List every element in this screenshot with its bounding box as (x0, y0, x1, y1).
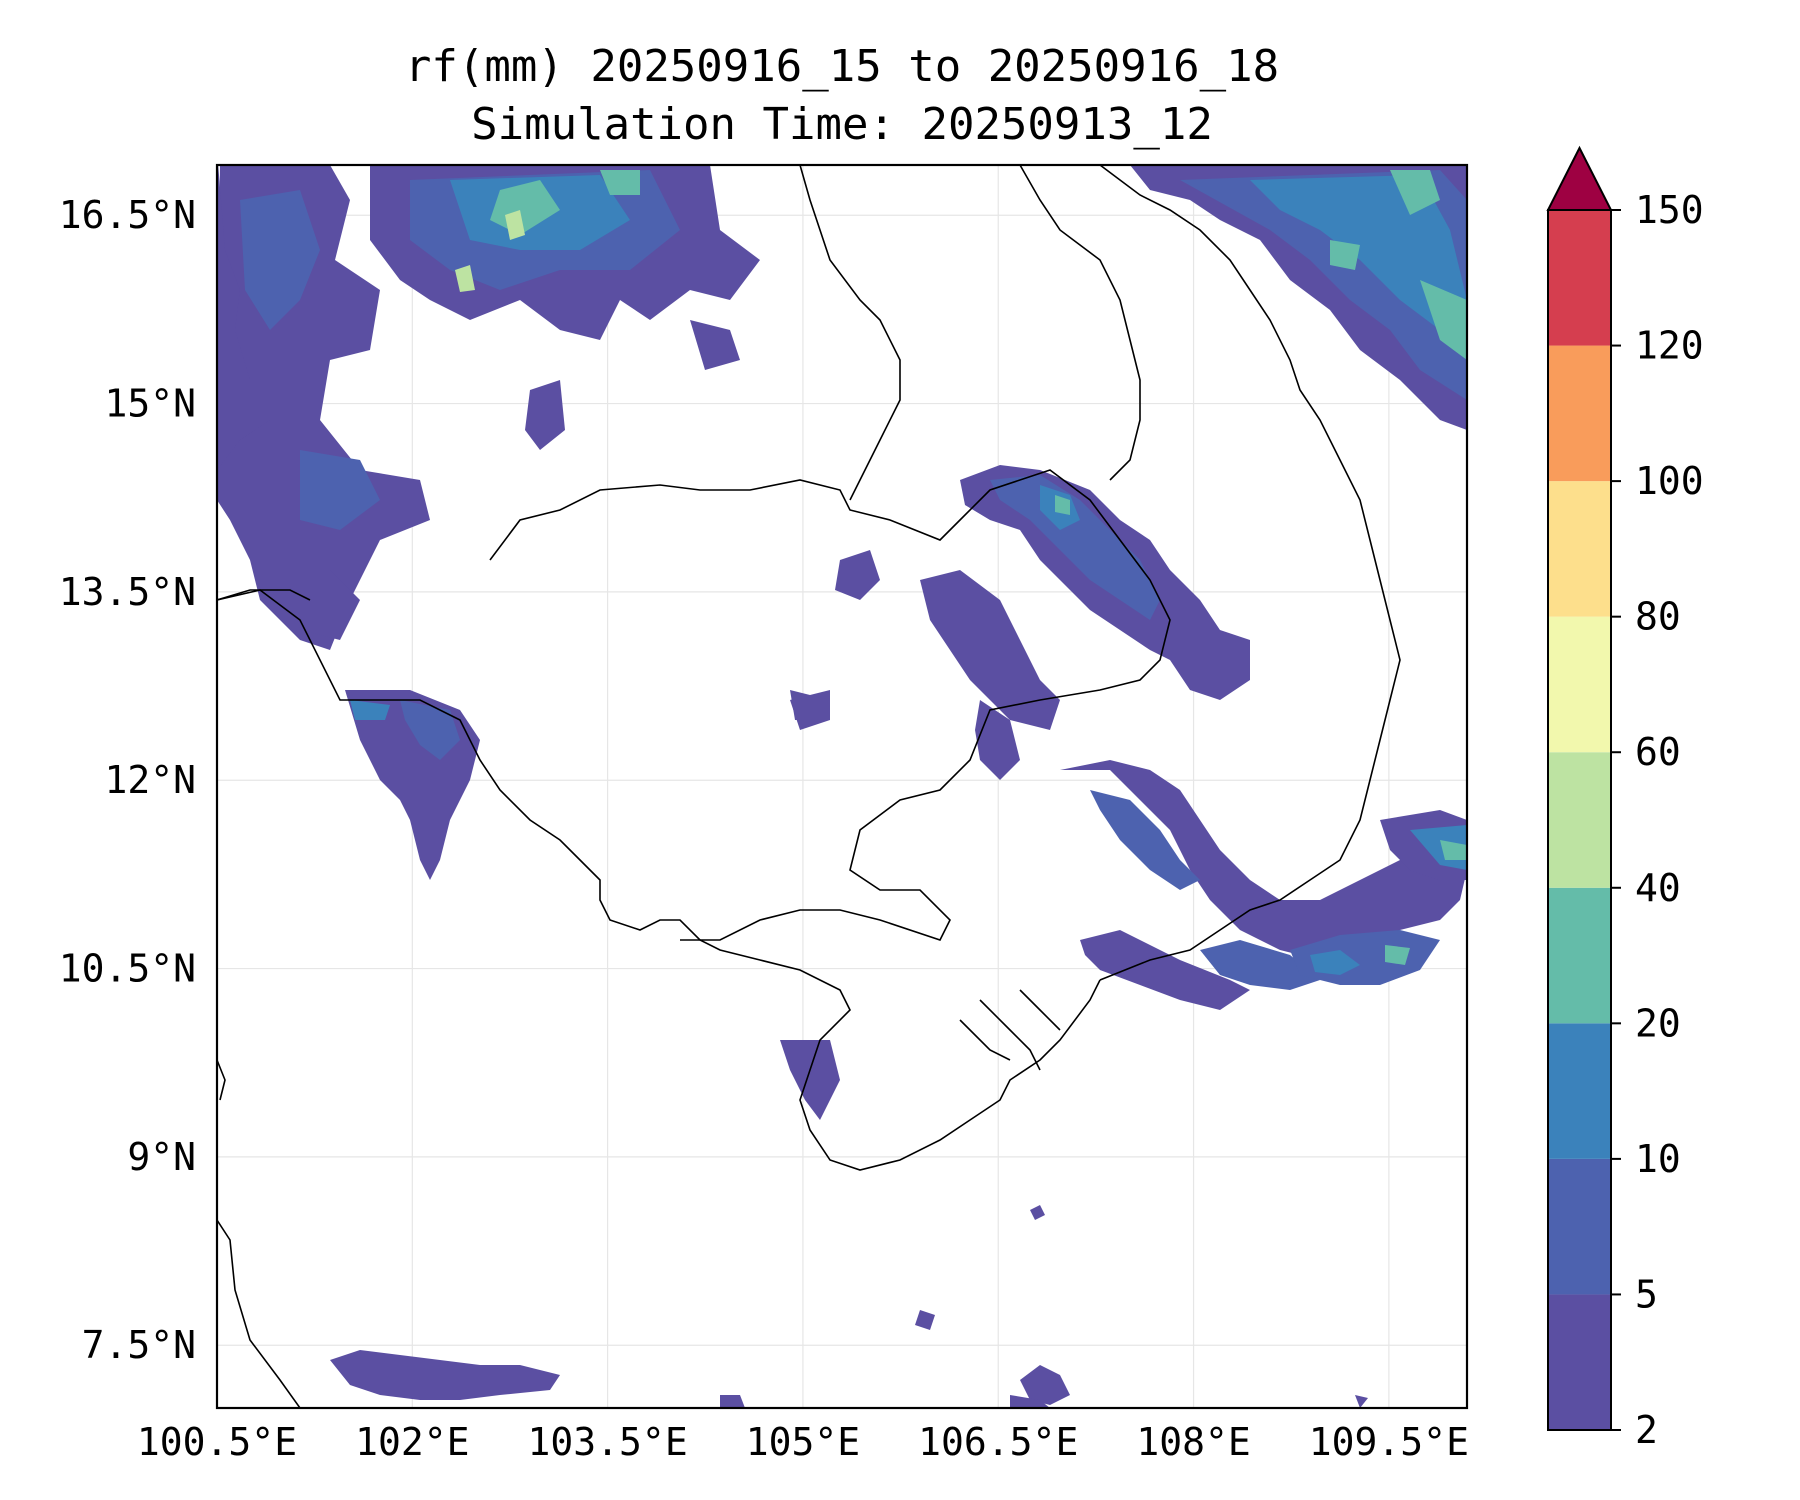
rain-area-central-band (790, 465, 1250, 780)
title-line-2: Simulation Time: 20250913_12 (471, 99, 1213, 150)
lon-tick-label: 103.5°E (528, 1420, 688, 1464)
colorbar-tick-label: 40 (1635, 866, 1681, 910)
lon-tick-label: 106.5°E (918, 1420, 1078, 1464)
colorbar-tick-label: 2 (1635, 1408, 1658, 1452)
cambodia-border (489, 469, 1171, 941)
colorbar-segment-10 (1548, 1023, 1611, 1159)
rain-area-north-central (370, 165, 760, 450)
colorbar-segment-60 (1548, 616, 1611, 753)
lat-tick-label: 10.5°N (59, 947, 196, 991)
colorbar-tick-label: 10 (1635, 1137, 1681, 1181)
colorbar-segment-20 (1548, 887, 1611, 1024)
rain-area-northeast-coast (1130, 165, 1467, 430)
vietnam-east-coast (1099, 165, 1401, 981)
lon-tick-label: 105°E (746, 1420, 860, 1464)
rain-area-south (330, 1205, 1368, 1408)
thailand-gulf-coast (217, 589, 1101, 1171)
lat-tick-label: 15°N (104, 382, 196, 426)
mekong-delta (959, 989, 1061, 1071)
west-edge-coast (217, 1059, 226, 1101)
lon-tick-label: 100.5°E (137, 1420, 297, 1464)
colorbar-segment-100 (1548, 345, 1611, 482)
colorbar-segment-5 (1548, 1158, 1611, 1295)
colorbar-tick-label: 120 (1635, 324, 1704, 368)
rainfall-contours (217, 165, 1467, 1408)
lat-tick-label: 7.5°N (82, 1323, 196, 1367)
colorbar-tick-label: 80 (1635, 595, 1681, 639)
colorbar-extend-arrow (1546, 145, 1613, 211)
lat-tick-label: 9°N (127, 1135, 196, 1179)
rain-area-east-coast-gulf (345, 690, 840, 1120)
colorbar-segment-80 (1548, 481, 1611, 617)
lat-tick-label: 16.5°N (59, 193, 196, 237)
laos-vietnam-border (1019, 165, 1141, 481)
plot-frame (215, 163, 1469, 1410)
colorbar-segment-40 (1548, 752, 1611, 888)
title-line-1: rf(mm) 20250916_15 to 20250916_18 (404, 41, 1280, 92)
map-title: rf(mm) 20250916_15 to 20250916_18 Simula… (217, 38, 1467, 154)
lat-tick-label: 13.5°N (59, 570, 196, 614)
longitude-tick-labels: 100.5°E 102°E 103.5°E 105°E 106.5°E 108°E 109.… (137, 1420, 1469, 1464)
latitude-tick-labels: 16.5°N 15°N 13.5°N 12°N 10.5°N 9°N 7.5°N (59, 193, 196, 1367)
colorbar-segment-120 (1548, 210, 1611, 346)
colorbar-tick-label: 100 (1635, 459, 1704, 503)
colorbar-frame (1547, 209, 1612, 1431)
lat-tick-label: 12°N (104, 758, 196, 802)
malaysia-coast (217, 1219, 301, 1408)
colorbar-tick-label: 5 (1635, 1272, 1658, 1316)
lon-tick-label: 108°E (1136, 1420, 1250, 1464)
colorbar: 2 5 10 20 40 60 80 100 120 150 (1546, 145, 1704, 1452)
colorbar-segment-2 (1548, 1294, 1611, 1430)
colorbar-tick-label: 20 (1635, 1001, 1681, 1045)
coastlines-borders (217, 165, 1401, 1408)
lon-tick-label: 102°E (355, 1420, 469, 1464)
rain-area-southeast (1060, 760, 1467, 1010)
thailand-laos-border (799, 165, 901, 501)
colorbar-tick-label: 60 (1635, 730, 1681, 774)
thailand-west-border (217, 589, 311, 601)
colorbar-tick-label: 150 (1635, 188, 1704, 232)
lon-tick-label: 109.5°E (1309, 1420, 1469, 1464)
rain-area-northwest (217, 165, 430, 650)
